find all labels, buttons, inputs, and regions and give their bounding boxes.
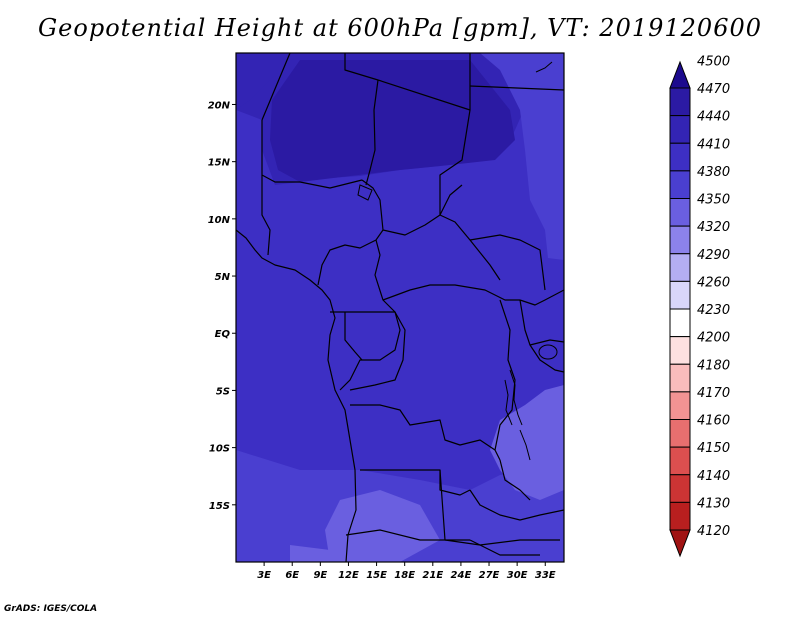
lat-tick-label: EQ [215,329,231,340]
lat-tick-label: 10N [208,215,231,226]
colorbar-label: 4150 [697,441,730,456]
lon-tick-label: 33E [535,570,556,581]
colorbar-label: 4230 [697,303,730,318]
river-line [535,61,553,73]
lat-tick-label: 5N [215,272,231,283]
credit-label: GrADS: IGES/COLA [4,604,98,614]
lon-tick-label: 24E [451,570,472,581]
lon-tick-label: 15E [366,570,387,581]
colorbar-segment [669,225,691,255]
lakes [357,184,558,461]
colorbar-segment [669,198,691,227]
colorbar-label: 4350 [697,193,730,208]
colorbar-segment [669,170,691,199]
colorbar-segment [669,501,691,531]
colorbar-segment [669,87,691,117]
map-panel [236,53,564,562]
colorbar-label: 4500 [697,54,730,69]
longitude-axis: 3E 6E 9E 12E 15E 18E 21E 24E 27E 30E 33E [257,562,556,581]
lon-tick-label: 30E [507,570,528,581]
colorbar-label: 4120 [697,524,730,539]
colorbar-label: 4170 [697,386,730,401]
colorbar-segment [669,280,691,310]
lon-tick-label: 18E [394,570,415,581]
height-field-4350-southwest [325,490,440,562]
colorbar-top-arrow [669,60,691,89]
colorbar-segment [669,253,691,282]
colorbar-label: 4180 [697,358,730,373]
colorbar-segment [669,363,691,393]
colorbar-segment [669,336,691,365]
lat-tick-label: 15S [209,501,230,512]
colorbar-segment [669,142,691,172]
colorbar-segment [669,115,691,144]
country-borders [236,53,564,562]
map-frame [235,52,565,563]
lon-tick-label: 21E [422,570,443,581]
colorbar-label: 4410 [697,137,730,152]
colorbar-segment [669,391,691,420]
colorbar-label: 4130 [697,496,730,511]
lon-tick-label: 3E [257,570,271,581]
lon-tick-label: 12E [338,570,359,581]
lon-tick-label: 27E [479,570,500,581]
height-field-4470-core [270,60,515,182]
colorbar-segment [669,446,691,476]
lon-tick-label: 9E [313,570,327,581]
lat-tick-label: 10S [209,444,230,455]
colorbar-label: 4320 [697,220,730,235]
colorbar-label: 4260 [697,275,730,290]
lat-tick-label: 5S [216,386,230,397]
colorbar-segment [669,419,691,448]
colorbar-label: 4440 [697,110,730,125]
height-field-4350-south-center [290,545,330,562]
colorbar-label: 4160 [697,414,730,429]
height-field-4380-east [480,53,564,260]
colorbar-label: 4470 [697,82,730,97]
colorbar-label: 4290 [697,248,730,263]
plot-title: Geopotential Height at 600hPa [gpm], VT:… [38,14,762,42]
lon-tick-label: 6E [285,570,299,581]
colorbar-label: 4140 [697,469,730,484]
height-field-4350-east [490,385,564,500]
colorbar-bottom-arrow [669,529,691,558]
lat-tick-label: 15N [208,158,231,169]
colorbar-label: 4380 [697,165,730,180]
latitude-axis: 20N 15N 10N 5N EQ 5S 10S 15S [208,100,236,512]
lat-tick-label: 20N [208,100,231,111]
colorbar-segment [669,474,691,503]
colorbar-label: 4200 [697,331,730,346]
colorbar: 4500 4470 4440 4410 4380 4350 4320 4290 4260 4230… [669,54,730,558]
colorbar-segment [669,308,691,338]
